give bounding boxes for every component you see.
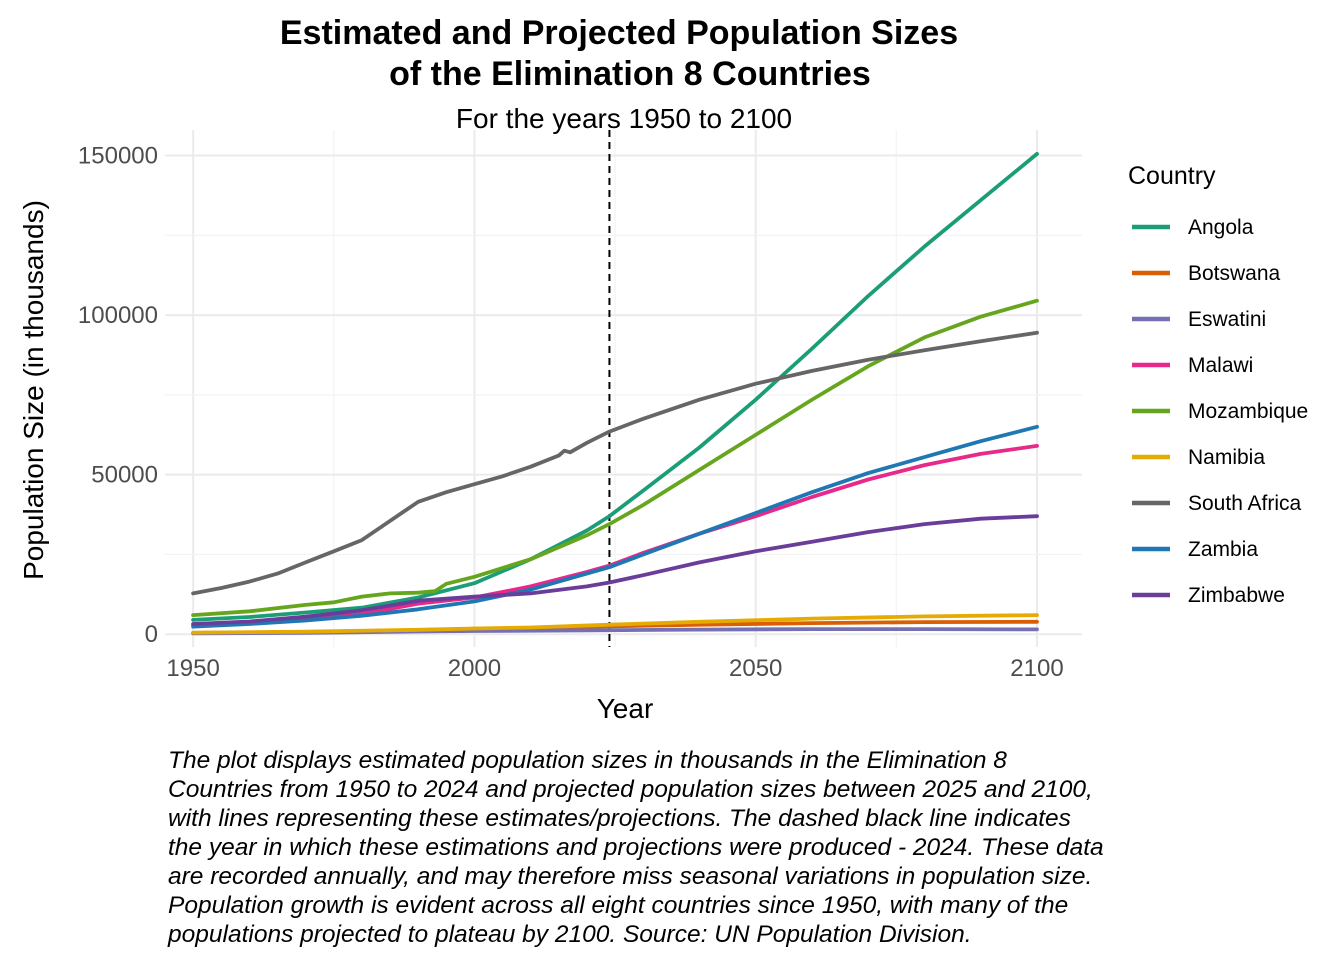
grid bbox=[165, 130, 1082, 647]
y-tick-label: 150000 bbox=[78, 143, 158, 170]
legend: Country Angola Botswana Eswatini Malawi Moza… bbox=[1128, 162, 1308, 607]
x-tick-label: 1950 bbox=[166, 655, 219, 682]
y-tick-label: 100000 bbox=[78, 302, 158, 329]
caption-line: Countries from 1950 to 2024 and projecte… bbox=[168, 776, 1093, 803]
series-line-angola bbox=[191, 152, 1039, 622]
chart-subtitle: For the years 1950 to 2100 bbox=[456, 103, 792, 134]
y-tick-label: 50000 bbox=[91, 462, 158, 489]
legend-label: Namibia bbox=[1188, 446, 1265, 469]
legend-label: Malawi bbox=[1188, 354, 1253, 377]
series-line-zambia bbox=[191, 424, 1039, 629]
x-axis-title: Year bbox=[597, 693, 654, 724]
x-tick-label: 2050 bbox=[729, 655, 782, 682]
caption-line: The plot displays estimated population s… bbox=[168, 747, 1007, 774]
chart-title-line-1: Estimated and Projected Population Sizes bbox=[280, 14, 958, 52]
series-line-mozambique bbox=[191, 298, 1039, 617]
x-tick-label: 2100 bbox=[1010, 655, 1063, 682]
x-tick-label: 2000 bbox=[448, 655, 501, 682]
series-line-namibia bbox=[191, 613, 1039, 635]
figure-caption: The plot displays estimated population s… bbox=[168, 746, 1248, 949]
legend-label: Mozambique bbox=[1188, 400, 1308, 423]
legend-label: Angola bbox=[1188, 216, 1254, 239]
caption-line: the year in which these estimations and … bbox=[168, 834, 1104, 861]
y-tick-label: 0 bbox=[145, 621, 158, 648]
caption-line: with lines representing these estimates/… bbox=[168, 805, 1071, 832]
chart-title-line-2: of the Elimination 8 Countries bbox=[389, 55, 871, 93]
series-line-zimbabwe bbox=[191, 514, 1039, 626]
x-axis-ticks: 1950 2000 2050 2100 bbox=[166, 655, 1063, 682]
legend-label: Zambia bbox=[1188, 538, 1258, 561]
legend-label: South Africa bbox=[1188, 492, 1302, 515]
caption-line: populations projected to plateau by 2100… bbox=[168, 921, 972, 948]
series-line-south-africa bbox=[191, 330, 1039, 596]
y-axis-title: Population Size (in thousands) bbox=[18, 200, 49, 580]
legend-label: Eswatini bbox=[1188, 308, 1266, 331]
series-lines bbox=[191, 152, 1039, 636]
caption-line: are recorded annually, and may therefore… bbox=[168, 863, 1093, 890]
caption-line: Population growth is evident across all … bbox=[168, 892, 1069, 919]
legend-title: Country bbox=[1128, 162, 1216, 190]
y-axis-ticks: 0 50000 100000 150000 bbox=[78, 143, 158, 649]
legend-label: Zimbabwe bbox=[1188, 584, 1285, 607]
legend-label: Botswana bbox=[1188, 262, 1281, 285]
